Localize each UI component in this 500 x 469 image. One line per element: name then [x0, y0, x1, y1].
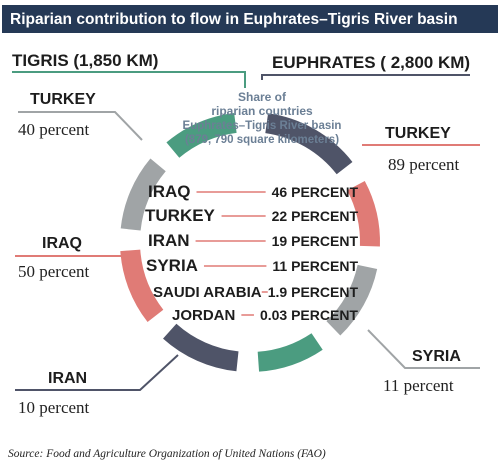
- row-share: 1.9 PERCENT: [268, 284, 359, 300]
- row-share: 0.03 PERCENT: [260, 307, 358, 323]
- ring-segment: [163, 323, 239, 372]
- iran-line: [15, 354, 179, 391]
- ring-segment: [326, 264, 378, 336]
- caption-line: Share of: [238, 90, 287, 104]
- ring-segment: [346, 180, 380, 247]
- row-country: IRAQ: [148, 182, 191, 201]
- tigris-line: [12, 71, 246, 88]
- ring-segment: [265, 113, 353, 175]
- ring: [120, 112, 380, 372]
- share-label: 50 percent: [18, 262, 90, 281]
- row-country: SYRIA: [146, 256, 198, 275]
- country-label: IRAN: [48, 370, 87, 387]
- ring-segment: [257, 333, 323, 372]
- ring-segment: [166, 112, 237, 158]
- title: Riparian contribution to flow in Euphrat…: [10, 11, 458, 28]
- basin-table: IRAQ 46 PERCENT TURKEY 22 PERCENT IRAN 19 PER…: [145, 182, 358, 324]
- row-country: SAUDI ARABIA: [153, 284, 262, 301]
- ring-segment: [120, 158, 166, 231]
- share-label: 10 percent: [18, 398, 90, 417]
- caption-line: riparian countries: [211, 104, 313, 118]
- share-label: 40 percent: [18, 120, 90, 139]
- share-label: 11 percent: [383, 376, 454, 395]
- euphrates-line: [261, 74, 470, 80]
- country-label: TURKEY: [385, 125, 451, 142]
- caption-line: (879, 790 square kilometers): [185, 134, 339, 146]
- turkey-left-line: [18, 111, 143, 141]
- row-country: JORDAN: [172, 307, 235, 324]
- river-label: TIGRIS (1,850 KM): [12, 51, 158, 70]
- country-label: TURKEY: [30, 91, 96, 108]
- caption-line: Euphrates–Tigris River basin: [183, 120, 342, 132]
- row-share: 11 PERCENT: [272, 258, 358, 274]
- country-label: SYRIA: [412, 348, 461, 365]
- river-label: EUPHRATES ( 2,800 KM): [272, 53, 470, 72]
- title-bar: [2, 5, 498, 33]
- share-label: 89 percent: [388, 155, 460, 174]
- row-country: IRAN: [148, 231, 190, 250]
- country-label: IRAQ: [42, 235, 82, 252]
- source: Source: Food and Agriculture Organizatio…: [8, 448, 326, 460]
- row-share: 19 PERCENT: [272, 233, 359, 249]
- row-share: 46 PERCENT: [272, 184, 359, 200]
- row-share: 22 PERCENT: [272, 208, 359, 224]
- ring-segment: [120, 249, 164, 323]
- row-country: TURKEY: [145, 206, 216, 225]
- syria-line: [367, 329, 480, 369]
